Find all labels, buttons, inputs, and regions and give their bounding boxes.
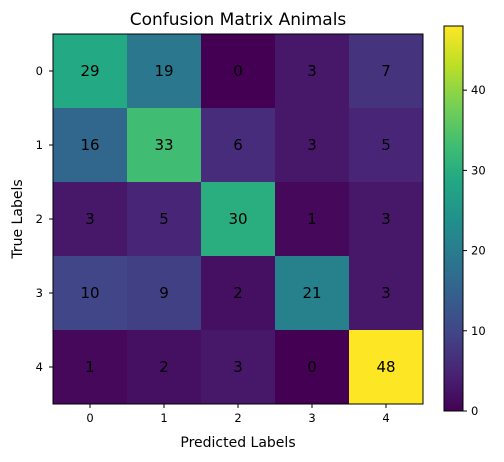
x-axis-ticks: 0 1 2 3 4 xyxy=(86,404,390,425)
cell-value-0-2: 0 xyxy=(233,62,243,80)
x-tick-label-4: 4 xyxy=(382,411,389,425)
cell-value-4-4: 48 xyxy=(376,358,395,376)
heatmap-cell-2-3 xyxy=(275,182,349,256)
y-axis-ticks: 0 1 2 3 4 xyxy=(36,64,53,374)
heatmap-cell-4-1 xyxy=(127,330,201,404)
colorbar-tick-label-4: 40 xyxy=(471,83,486,97)
colorbar-tick-label-3: 30 xyxy=(471,163,486,177)
x-tick-label-2: 2 xyxy=(234,411,241,425)
cell-value-1-0: 16 xyxy=(80,136,99,154)
colorbar-tick-label-0: 0 xyxy=(471,404,478,418)
heatmap-cell-4-3 xyxy=(275,330,349,404)
y-tick-label-4: 4 xyxy=(36,360,43,374)
heatmap-cell-3-4 xyxy=(349,256,423,330)
colorbar: 0 10 20 30 40 xyxy=(443,25,486,418)
cell-value-4-0: 1 xyxy=(85,358,95,376)
y-tick-label-1: 1 xyxy=(36,138,43,152)
colorbar-tick-label-1: 10 xyxy=(471,324,486,338)
heatmap-cell-4-4 xyxy=(349,330,423,404)
heatmap-cell-1-3 xyxy=(275,108,349,182)
heatmap-plot-area: 29 19 0 3 716 33 6 3 53 5 30 1 310 9 2 21 31 2 3 0 48 xyxy=(52,33,424,405)
heatmap-cell-4-0 xyxy=(53,330,127,404)
cell-value-3-2: 2 xyxy=(233,284,243,302)
heatmap-cell-3-0 xyxy=(53,256,127,330)
heatmap-cell-1-1 xyxy=(127,108,201,182)
cell-value-1-2: 6 xyxy=(233,136,243,154)
cell-value-3-1: 9 xyxy=(159,284,169,302)
cell-value-0-0: 29 xyxy=(80,62,99,80)
cell-value-2-1: 5 xyxy=(159,210,169,228)
cell-value-0-4: 7 xyxy=(381,62,391,80)
colorbar-tick-label-2: 20 xyxy=(471,244,486,258)
cell-value-1-3: 3 xyxy=(307,136,317,154)
cell-value-1-1: 33 xyxy=(154,136,173,154)
cell-value-4-2: 3 xyxy=(233,358,243,376)
y-axis-label: True Labels xyxy=(10,179,26,259)
heatmap-cell-2-0 xyxy=(53,182,127,256)
cell-value-4-1: 2 xyxy=(159,358,169,376)
heatmap-cell-0-0 xyxy=(53,34,127,108)
cell-value-3-3: 21 xyxy=(302,284,321,302)
cell-value-0-3: 3 xyxy=(307,62,317,80)
x-tick-label-3: 3 xyxy=(308,411,315,425)
heatmap-cell-1-2 xyxy=(201,108,275,182)
cell-value-2-4: 3 xyxy=(381,210,391,228)
cell-value-0-1: 19 xyxy=(154,62,173,80)
heatmap-cell-0-4 xyxy=(349,34,423,108)
cell-value-3-4: 3 xyxy=(381,284,391,302)
y-tick-label-0: 0 xyxy=(36,64,43,78)
heatmap-cell-4-2 xyxy=(201,330,275,404)
heatmap-cell-3-2 xyxy=(201,256,275,330)
heatmap-cell-0-3 xyxy=(275,34,349,108)
y-tick-label-2: 2 xyxy=(36,212,43,226)
heatmap-cell-0-2 xyxy=(201,34,275,108)
heatmap-cell-3-1 xyxy=(127,256,201,330)
cell-value-2-0: 3 xyxy=(85,210,95,228)
heatmap-cell-2-1 xyxy=(127,182,201,256)
heatmap-cell-1-4 xyxy=(349,108,423,182)
cell-value-1-4: 5 xyxy=(381,136,391,154)
cell-value-3-0: 10 xyxy=(80,284,99,302)
heatmap-cell-3-3 xyxy=(275,256,349,330)
x-axis-label: Predicted Labels xyxy=(180,435,295,451)
x-tick-label-1: 1 xyxy=(160,411,167,425)
cell-value-2-2: 30 xyxy=(228,210,247,228)
heatmap-cell-0-1 xyxy=(127,34,201,108)
colorbar-gradient xyxy=(443,25,464,412)
heatmap-cell-1-0 xyxy=(53,108,127,182)
heatmap-cell-2-4 xyxy=(349,182,423,256)
chart-title: Confusion Matrix Animals xyxy=(130,10,347,30)
y-tick-label-3: 3 xyxy=(36,286,43,300)
cell-value-4-3: 0 xyxy=(307,358,317,376)
x-tick-label-0: 0 xyxy=(86,411,93,425)
cell-value-2-3: 1 xyxy=(307,210,317,228)
heatmap-cell-2-2 xyxy=(201,182,275,256)
